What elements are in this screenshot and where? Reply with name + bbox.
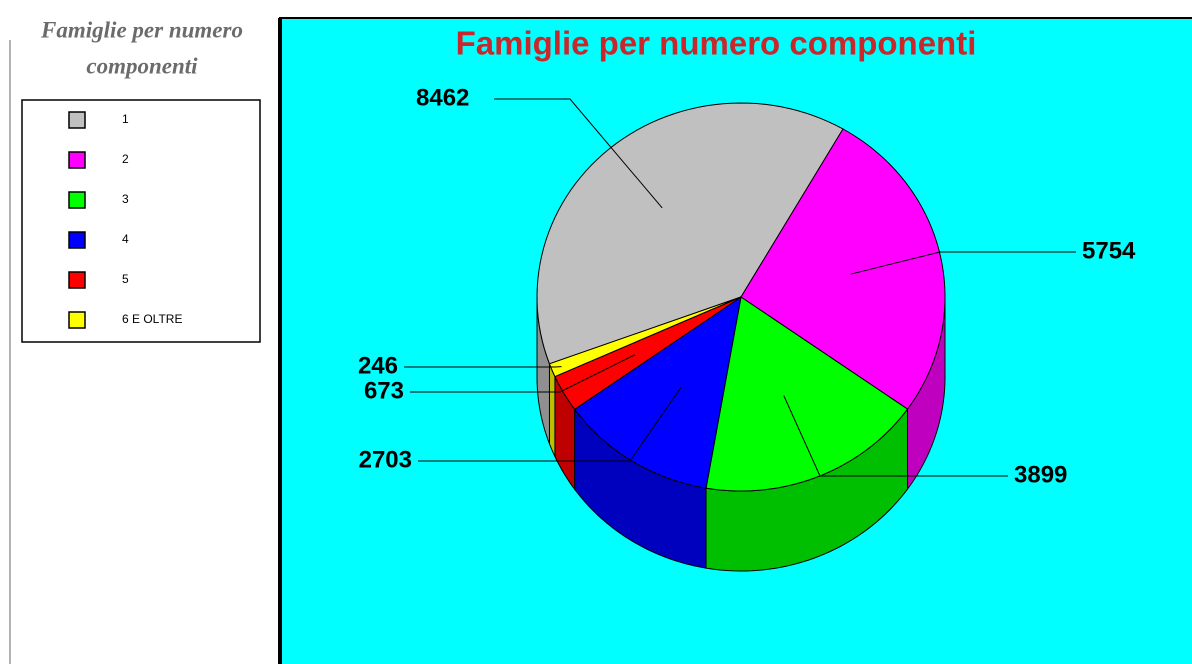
leader-line: [410, 354, 635, 393]
legend-swatch: [68, 151, 86, 169]
value-label: 246: [358, 352, 398, 379]
legend-label: 4: [122, 232, 129, 246]
legend-label: 3: [122, 192, 129, 206]
value-label: 5754: [1082, 237, 1136, 264]
legend-swatch: [68, 311, 86, 329]
legend-swatch: [68, 111, 86, 129]
legend-box: [21, 99, 261, 343]
value-label: 3899: [1014, 461, 1067, 488]
slice: [548, 296, 742, 378]
value-label: 673: [364, 377, 404, 404]
panel-title-line: Famiglie per numero: [40, 17, 243, 42]
slice: [740, 128, 946, 410]
leader-line: [783, 395, 1008, 477]
legend-swatch: [68, 191, 86, 209]
legend-label: 2: [122, 152, 129, 166]
leader-line: [494, 98, 663, 209]
legend: 1 2 3 4 5 6 E OLTRE: [68, 111, 182, 329]
slice: [536, 102, 844, 365]
legend-label: 5: [122, 272, 129, 286]
value-label: 2703: [359, 446, 412, 473]
legend-label: 1: [122, 112, 129, 126]
leader-line: [418, 386, 682, 462]
value-label: 8462: [416, 84, 469, 111]
legend-swatch: [68, 231, 86, 249]
slice-side: [548, 363, 556, 457]
panel-title-line: componenti: [86, 53, 198, 78]
pie: [536, 102, 946, 572]
legend-label: 6 E OLTRE: [122, 312, 182, 326]
chart-title: Famiglie per numero componenti: [456, 25, 977, 62]
leader-line: [850, 251, 1076, 275]
slice: [554, 296, 742, 410]
slice: [573, 295, 742, 489]
slice: [705, 296, 909, 492]
legend-swatch: [68, 271, 86, 289]
